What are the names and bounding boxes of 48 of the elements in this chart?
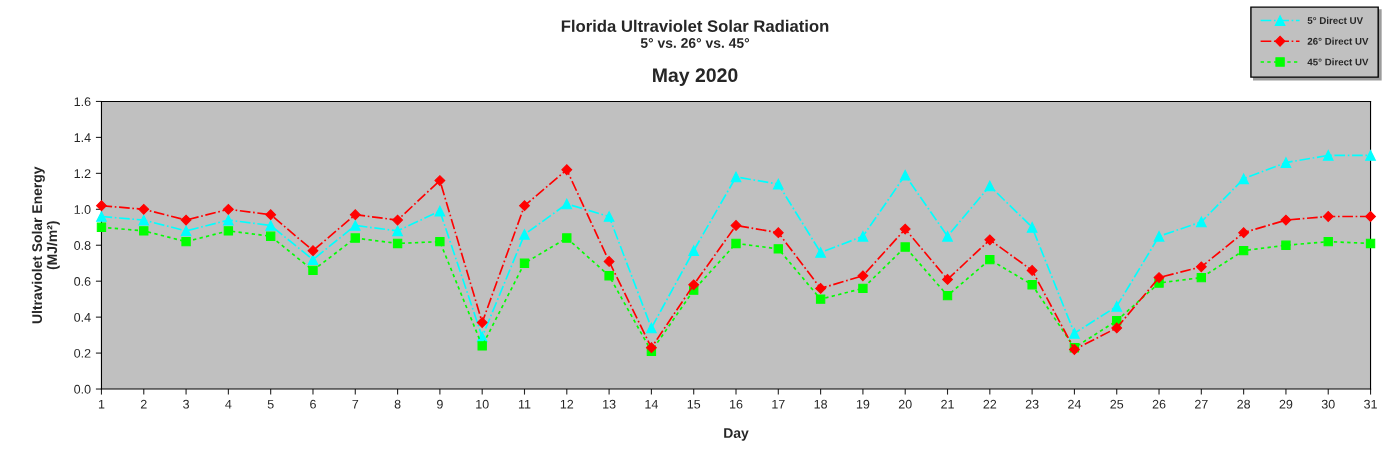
chart-title: Florida Ultraviolet Solar Radiation [561,19,829,33]
x-tick-label: 10 [476,399,489,409]
x-tick-label: 15 [687,399,701,409]
x-tick-label: 12 [560,399,574,409]
y-tick-label: 0.6 [74,276,91,286]
x-tick-label: 17 [772,399,785,409]
y-tick-label: 1.4 [74,133,91,142]
x-tick-label: 27 [1195,399,1208,409]
x-tick-label: 23 [1025,399,1039,409]
x-tick-label: 18 [814,399,828,409]
y-axis-title: Ultraviolet Solar Energy (MJ/m²) [31,166,60,324]
x-tick-label: 14 [645,399,658,409]
y-tick-label: 1.6 [74,97,91,107]
x-tick-label: 1 [98,399,105,409]
legend-label: 45° Direct UV [1307,58,1369,66]
x-axis-title: Day [724,428,749,441]
x-tick-label: 5 [267,399,274,409]
x-tick-label: 6 [310,399,316,409]
x-tick-label: 20 [898,399,912,409]
x-tick-label: 4 [225,399,232,409]
x-tick-label: 11 [518,399,531,409]
x-tick-label: 28 [1237,399,1251,409]
x-tick-label: 8 [394,399,401,409]
x-tick-label: 31 [1364,399,1377,409]
x-tick-label: 7 [352,399,359,409]
x-tick-label: 13 [603,399,616,409]
y-tick-label: 0.0 [74,384,91,394]
text: May 2020 [653,68,738,86]
x-tick-label: 21 [941,399,954,409]
x-tick-label: 24 [1068,399,1082,409]
x-tick-label: 22 [983,399,997,409]
x-tick-label: 19 [856,399,870,409]
x-tick-label: 30 [1321,399,1335,409]
y-tick-label: 0.4 [74,312,91,322]
chart-subtitle: 5° vs. 26° vs. 45° [640,38,750,48]
legend-label: 26° Direct UV [1307,37,1369,45]
y-tick-label: 0.8 [74,241,91,250]
x-tick-label: 26 [1152,399,1166,409]
x-tick-label: 9 [437,399,443,409]
x-tick-label: 3 [183,399,189,409]
y-tick-label: 1.0 [74,205,91,214]
y-tick-label: 0.2 [74,348,91,358]
x-tick-label: 29 [1279,399,1293,409]
x-tick-label: 16 [730,399,743,409]
x-tick-label: 2 [140,399,147,409]
legend-label: 5° Direct UV [1307,16,1363,24]
y-tick-label: 1.2 [74,169,91,178]
x-tick-label: 25 [1110,399,1124,409]
